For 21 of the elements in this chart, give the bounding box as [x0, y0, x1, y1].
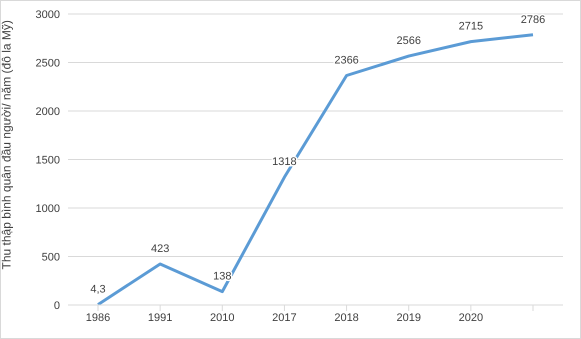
y-tick-label: 1500	[36, 154, 60, 166]
y-tick-label: 0	[54, 300, 60, 312]
y-tick-label: 500	[42, 251, 60, 264]
y-tick-label: 3000	[36, 8, 60, 21]
x-tick-label: 2020	[458, 312, 484, 324]
data-label: 2715	[458, 20, 484, 33]
data-label: 2566	[396, 35, 421, 48]
data-label: 4,3	[90, 284, 106, 296]
y-tick-label: 2000	[36, 106, 60, 118]
x-tick-label: 2010	[210, 312, 235, 324]
x-tick-label: 2019	[396, 312, 421, 324]
x-tick-label: 2017	[272, 312, 297, 324]
data-label: 2366	[334, 54, 359, 66]
data-label: 2786	[520, 14, 546, 26]
y-axis-title: Thu thập bình quân đầu người/ năm (đô la Mỹ)	[0, 20, 14, 270]
x-tick-label: 1986	[86, 312, 110, 324]
x-tick-label: 2018	[334, 312, 359, 324]
data-label: 423	[150, 242, 170, 255]
x-tick-label: 1991	[148, 312, 172, 324]
y-tick-label: 2500	[36, 57, 60, 70]
y-tick-label: 1000	[36, 202, 60, 215]
